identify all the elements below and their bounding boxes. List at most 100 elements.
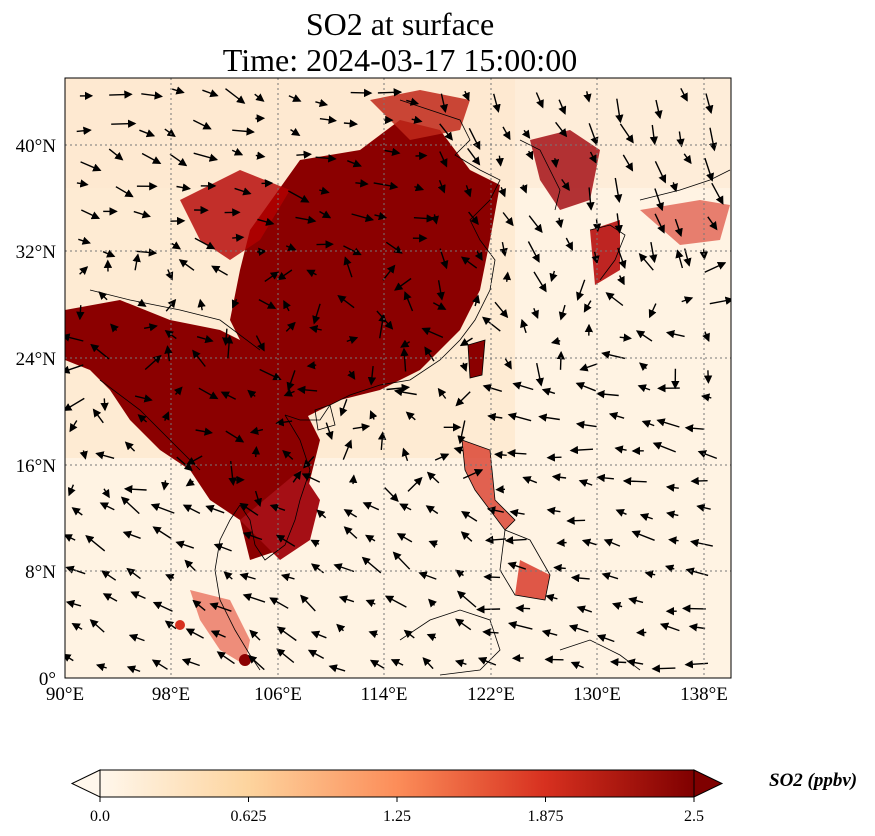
wind-arrow (487, 412, 503, 422)
wind-arrow (194, 237, 216, 250)
wind-arrow (669, 182, 678, 193)
wind-arrow (411, 115, 423, 124)
wind-arrow (461, 511, 478, 522)
wind-arrow (224, 335, 234, 359)
wind-arrow (614, 213, 623, 234)
wind-arrow (631, 530, 655, 541)
wind-arrow (369, 410, 378, 420)
wind-arrow (137, 298, 147, 307)
wind-arrow (165, 573, 175, 582)
wind-arrow (476, 605, 501, 614)
wind-arrow (316, 509, 327, 519)
wind-arrow (708, 127, 718, 152)
wind-arrow (555, 121, 568, 138)
wind-arrow (654, 161, 667, 184)
wind-arrow (701, 393, 712, 402)
wind-arrow (428, 598, 437, 608)
wind-arrow (436, 280, 445, 301)
wind-arrow (549, 270, 558, 283)
wind-arrow (231, 298, 240, 309)
wind-vectors (65, 86, 731, 674)
wind-arrow (515, 604, 531, 613)
wind-arrow (368, 630, 378, 639)
wind-arrow (202, 89, 219, 98)
wind-arrow (165, 269, 174, 281)
wind-arrow (290, 127, 301, 136)
wind-arrow (680, 87, 688, 102)
wind-arrow (76, 126, 92, 135)
lat-tick-label: 24°N (16, 349, 57, 370)
wind-arrow (414, 183, 425, 192)
wind-arrow (507, 561, 527, 570)
wind-arrow (558, 304, 567, 321)
wind-arrow (95, 663, 107, 672)
wind-arrow (141, 91, 163, 100)
lon-tick-label: 106°E (254, 684, 302, 705)
wind-arrow (81, 209, 101, 220)
wind-arrow (688, 623, 706, 632)
wind-arrow (485, 535, 507, 545)
wind-arrow (439, 248, 449, 270)
wind-arrow (507, 412, 532, 422)
wind-arrow (570, 661, 584, 670)
wind-arrow (439, 93, 448, 113)
lat-tick-label: 32°N (16, 242, 57, 263)
wind-arrow (690, 538, 713, 548)
wind-arrow (232, 233, 245, 242)
wind-arrow (509, 508, 525, 518)
wind-arrow (690, 476, 708, 486)
wind-arrow (65, 397, 85, 412)
wind-arrow (319, 210, 332, 219)
wind-arrow (619, 123, 634, 144)
wind-arrow (99, 502, 115, 511)
wind-arrow (424, 346, 435, 362)
wind-arrow (186, 455, 203, 465)
wind-arrow (128, 633, 145, 642)
wind-arrow (365, 599, 376, 608)
wind-arrow (315, 98, 329, 108)
wind-arrow (257, 247, 267, 257)
wind-arrow (307, 649, 325, 660)
wind-arrow (276, 648, 295, 664)
wind-arrow (455, 618, 472, 631)
wind-arrow (367, 366, 377, 386)
colorbar-extend-max (693, 769, 724, 798)
lon-tick-label: 98°E (152, 684, 190, 705)
colorbar-tick-label: 0.0 (90, 808, 110, 825)
wind-arrow (392, 551, 411, 570)
wind-arrow (310, 630, 327, 639)
wind-arrow (546, 453, 562, 462)
wind-arrow (102, 249, 116, 258)
wind-arrow (111, 119, 137, 128)
wind-arrow (434, 453, 450, 461)
wind-arrow (702, 331, 710, 342)
wind-arrow (185, 478, 195, 487)
wind-arrow (463, 185, 472, 198)
wind-arrow (482, 628, 499, 637)
wind-arrow (182, 504, 201, 515)
wind-arrow (101, 488, 110, 499)
wind-arrow (403, 629, 415, 639)
wind-arrow (555, 217, 564, 229)
wind-arrow (439, 151, 448, 168)
wind-arrow (426, 471, 440, 484)
wind-arrow (257, 217, 275, 226)
wind-arrow (373, 181, 399, 190)
colorbar-tick-label: 0.625 (231, 808, 267, 825)
wind-arrow (703, 370, 713, 384)
wind-arrow (144, 354, 162, 371)
wind-arrow (545, 593, 558, 602)
wind-arrow (346, 336, 359, 345)
wind-arrow (665, 329, 685, 339)
wind-arrow (649, 124, 658, 146)
wind-arrow (432, 302, 447, 310)
wind-arrow (704, 262, 727, 273)
wind-arrow (468, 211, 479, 225)
wind-arrow (648, 303, 657, 319)
wind-arrow (65, 333, 84, 342)
wind-arrow (439, 123, 453, 141)
wind-arrow (269, 597, 289, 609)
wind-arrow (494, 450, 507, 460)
wind-arrow (697, 450, 718, 460)
wind-arrow (575, 382, 596, 392)
